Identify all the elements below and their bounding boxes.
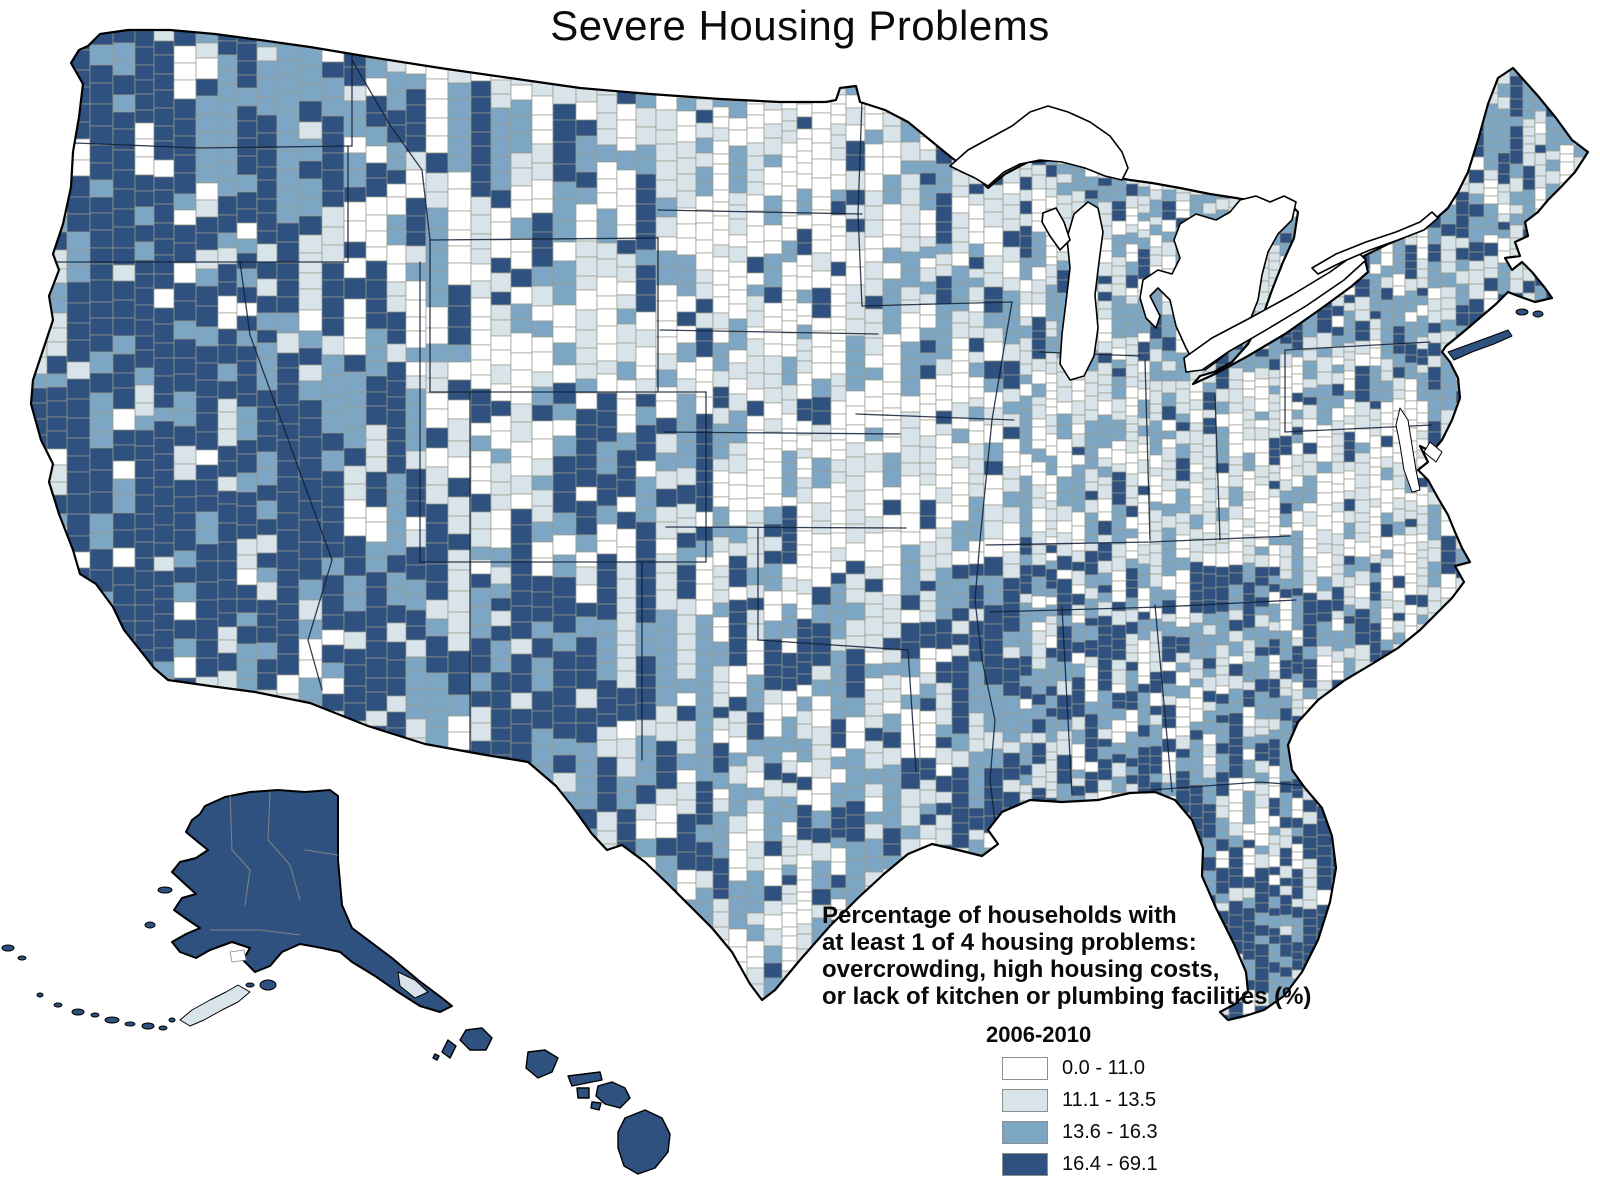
annotation-line: Percentage of households with [822,902,1177,929]
legend-label: 0.0 - 11.0 [1062,1056,1146,1079]
legend-label: 16.4 - 69.1 [1062,1152,1158,1175]
legend-swatch-class-3 [1002,1120,1048,1144]
legend-label: 11.1 - 13.5 [1062,1088,1157,1111]
legend-row: 13.6 - 16.3 [1002,1120,1158,1144]
legend-swatch-class-4 [1002,1152,1048,1176]
legend-swatch-class-1 [1002,1056,1048,1080]
legend-row: 0.0 - 11.0 [1002,1056,1158,1080]
annotation-line: or lack of kitchen or plumbing facilitie… [822,983,1312,1010]
legend-row: 11.1 - 13.5 [1002,1088,1158,1112]
page-title: Severe Housing Problems [550,2,1050,49]
legend-row: 16.4 - 69.1 [1002,1152,1158,1176]
measure-annotation: Percentage of households with at least 1… [822,902,1311,1010]
legend-period: 2006-2010 [986,1022,1092,1047]
legend-rows: 0.0 - 11.0 11.1 - 13.5 13.6 - 16.3 16.4 … [1002,1056,1158,1176]
annotation-line: overcrowding, high housing costs, [822,956,1220,983]
legend-swatch-class-2 [1002,1088,1048,1112]
legend-label: 13.6 - 16.3 [1062,1120,1158,1143]
legend: 2006-2010 0.0 - 11.0 11.1 - 13.5 13.6 - … [984,1022,1158,1179]
annotation-line: at least 1 of 4 housing problems: [822,929,1197,956]
